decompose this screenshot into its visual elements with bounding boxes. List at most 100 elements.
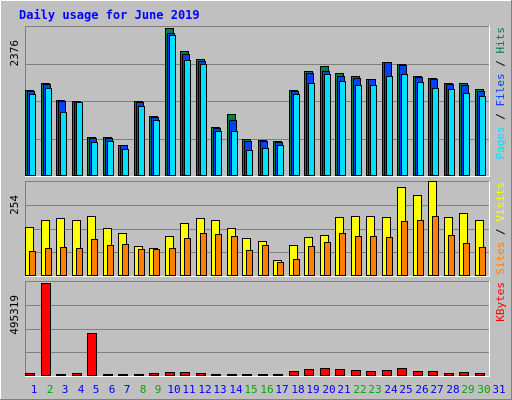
bar-pages-day-11 (184, 60, 191, 176)
bar-kbytes-day-11 (180, 372, 190, 376)
bar-pages-day-28 (448, 89, 455, 176)
x-tick-day-11: 11 (182, 383, 195, 396)
bar-pages-day-12 (200, 64, 207, 176)
bar-sites-day-24 (386, 237, 393, 276)
legend-part: Files (494, 73, 507, 106)
x-tick-day-20: 20 (322, 383, 335, 396)
legend-part: Visits (494, 182, 507, 222)
bar-sites-day-14 (231, 236, 238, 276)
bar-pages-day-30 (479, 96, 486, 176)
bar-kbytes-day-29 (459, 372, 469, 376)
bar-kbytes-day-2 (41, 283, 51, 376)
bar-pages-day-21 (339, 81, 346, 176)
bar-sites-day-26 (417, 220, 424, 276)
x-tick-day-16: 16 (260, 383, 273, 396)
x-tick-day-25: 25 (399, 383, 412, 396)
bar-sites-day-3 (60, 247, 67, 276)
bar-sites-day-20 (324, 242, 331, 276)
x-tick-day-9: 9 (155, 383, 162, 396)
bar-kbytes-day-13 (211, 374, 221, 376)
bar-sites-day-12 (200, 233, 207, 276)
bar-kbytes-day-8 (134, 374, 144, 376)
legend-part: / (494, 222, 507, 242)
x-tick-day-29: 29 (461, 383, 474, 396)
bar-kbytes-day-30 (475, 373, 485, 376)
bar-pages-day-13 (215, 131, 222, 176)
legend-part: / (494, 107, 507, 127)
bar-sites-day-15 (246, 250, 253, 276)
bar-pages-day-10 (169, 35, 176, 176)
y-max-label-kbytes: 495319 (8, 295, 21, 335)
bar-kbytes-day-16 (258, 374, 268, 376)
x-tick-day-30: 30 (477, 383, 490, 396)
bar-pages-day-8 (138, 106, 145, 176)
x-tick-day-23: 23 (368, 383, 381, 396)
bar-pages-day-25 (401, 74, 408, 176)
bar-kbytes-day-9 (149, 373, 159, 376)
bar-sites-day-28 (448, 235, 455, 276)
panel-kbytes: 495319 KBytes (8, 281, 507, 377)
bar-kbytes-day-7 (118, 374, 128, 376)
bar-pages-day-4 (76, 102, 83, 176)
bar-pages-day-20 (324, 74, 331, 176)
bar-pages-day-17 (277, 145, 284, 176)
bar-sites-day-5 (91, 239, 98, 276)
legend-kbytes: KBytes (494, 282, 507, 322)
bar-sites-day-30 (479, 247, 486, 276)
bar-pages-day-2 (45, 88, 52, 176)
bar-pages-day-1 (29, 94, 36, 176)
bar-kbytes-day-5 (87, 333, 97, 376)
chart-title: Daily usage for June 2019 (19, 8, 200, 22)
x-tick-day-18: 18 (291, 383, 304, 396)
x-tick-day-13: 13 (213, 383, 226, 396)
x-tick-day-24: 24 (384, 383, 398, 396)
bar-kbytes-day-26 (413, 371, 423, 376)
bar-kbytes-day-14 (227, 374, 237, 376)
bar-sites-day-18 (293, 259, 300, 276)
bar-pages-day-6 (107, 141, 114, 176)
x-tick-day-28: 28 (446, 383, 459, 396)
bar-pages-day-9 (153, 120, 160, 176)
bar-pages-day-15 (246, 150, 253, 176)
legend-part: Sites (494, 242, 507, 275)
bar-pages-day-16 (262, 148, 269, 176)
x-tick-day-5: 5 (93, 383, 100, 396)
bar-pages-day-3 (60, 112, 67, 176)
bar-sites-day-19 (308, 246, 315, 276)
x-tick-day-26: 26 (415, 383, 428, 396)
bar-sites-day-9 (153, 249, 160, 276)
bar-kbytes-day-6 (103, 374, 113, 376)
bar-sites-day-11 (184, 238, 191, 276)
bar-kbytes-day-3 (56, 374, 66, 376)
bar-pages-day-7 (122, 149, 129, 176)
bar-sites-day-17 (277, 262, 284, 276)
bar-kbytes-day-12 (196, 373, 206, 376)
x-tick-day-8: 8 (140, 383, 147, 396)
bar-sites-day-7 (122, 244, 129, 276)
bar-kbytes-day-4 (72, 373, 82, 376)
bar-kbytes-day-15 (242, 374, 252, 376)
bar-kbytes-day-21 (335, 369, 345, 376)
bar-kbytes-day-10 (165, 372, 175, 376)
bar-kbytes-day-25 (397, 368, 407, 376)
bar-pages-day-22 (355, 85, 362, 176)
bar-sites-day-10 (169, 248, 176, 276)
panel-hits: 2376 Pages / Files / Hits (8, 26, 507, 177)
bar-pages-day-23 (370, 85, 377, 176)
bar-sites-day-21 (339, 233, 346, 276)
x-tick-day-4: 4 (78, 383, 85, 396)
bar-sites-day-25 (401, 221, 408, 276)
y-max-label-visits: 254 (8, 195, 21, 215)
x-tick-day-19: 19 (306, 383, 319, 396)
bar-kbytes-day-20 (320, 368, 330, 376)
bar-pages-day-14 (231, 131, 238, 176)
x-tick-day-12: 12 (198, 383, 211, 396)
bar-kbytes-day-28 (444, 373, 454, 376)
x-tick-day-6: 6 (109, 383, 116, 396)
x-tick-day-27: 27 (430, 383, 443, 396)
bar-kbytes-day-22 (351, 370, 361, 376)
bar-kbytes-day-19 (304, 369, 314, 376)
bar-sites-day-27 (432, 216, 439, 276)
